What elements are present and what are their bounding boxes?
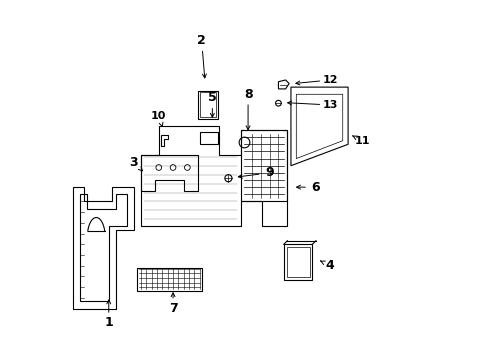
Text: 5: 5: [207, 91, 216, 104]
Bar: [286, 247, 309, 277]
Bar: [283, 244, 312, 280]
Bar: [198, 91, 217, 119]
Text: 8: 8: [243, 88, 252, 101]
Text: 13: 13: [322, 100, 337, 110]
Text: 2: 2: [197, 34, 205, 47]
Text: 11: 11: [354, 136, 369, 146]
Bar: [241, 130, 287, 202]
Text: 10: 10: [151, 111, 166, 121]
Text: 4: 4: [325, 259, 334, 272]
Text: 7: 7: [168, 302, 177, 315]
Text: 12: 12: [322, 75, 337, 85]
Bar: [200, 132, 217, 144]
Text: 3: 3: [129, 156, 138, 168]
Text: 1: 1: [104, 316, 113, 329]
Text: 9: 9: [264, 166, 273, 179]
Text: 6: 6: [311, 181, 320, 194]
Bar: [137, 267, 201, 291]
Bar: [200, 93, 216, 117]
